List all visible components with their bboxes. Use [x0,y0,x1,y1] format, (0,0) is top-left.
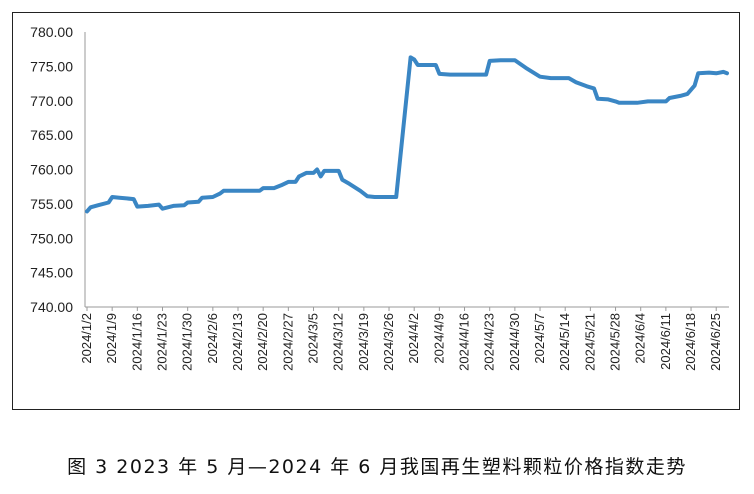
x-tick-label: 2024/4/30 [507,313,522,371]
y-tick-label: 780.00 [30,24,73,40]
x-tick-label: 2024/5/21 [582,313,597,371]
figure-caption: 图 3 2023 年 5 月—2024 年 6 月我国再生塑料颗粒价格指数走势 [67,456,687,478]
series-line [85,55,729,214]
x-tick-label: 2024/5/28 [608,313,623,371]
x-tick-label: 2024/4/16 [457,313,472,371]
x-axis: 2024/1/2 2024/1/9 2024/1/16 2024/1/23 2024/1… [79,306,729,371]
x-tick-label: 2024/2/20 [255,313,270,371]
x-tick-label: 2024/1/16 [129,313,144,371]
y-tick-label: 750.00 [30,230,73,246]
y-tick-label: 745.00 [30,265,73,281]
y-tick-label: 770.00 [30,93,73,109]
x-tick-label: 2024/1/30 [180,313,195,371]
y-axis: 780.00 775.00 770.00 765.00 760.00 755.00 750.… [30,24,86,315]
x-tick-label: 2024/2/27 [280,313,295,371]
x-tick-label: 2024/6/25 [708,313,723,371]
x-tick-label: 2024/4/9 [431,313,446,364]
x-tick-label: 2024/1/9 [104,313,119,364]
x-tick-label: 2024/6/4 [633,313,648,364]
x-tick-label: 2024/5/7 [532,313,547,364]
x-tick-label: 2024/1/2 [79,313,94,364]
x-tick-label: 2024/6/11 [658,313,673,370]
x-tick-label: 2024/5/14 [557,313,572,371]
x-tick-label: 2024/3/12 [331,313,346,371]
x-tick-label: 2024/2/13 [230,313,245,371]
y-tick-label: 755.00 [30,196,73,212]
y-tick-label: 740.00 [30,299,73,315]
x-tick-label: 2024/1/23 [155,313,170,371]
x-tick-label: 2024/3/19 [356,313,371,371]
series-group [85,55,729,214]
y-tick-label: 760.00 [30,162,73,178]
y-tick-label: 765.00 [30,127,73,143]
x-tick-label: 2024/3/5 [306,313,321,364]
y-tick-label: 775.00 [30,58,73,74]
x-tick-label: 2024/3/26 [381,313,396,371]
line-chart: 780.00 775.00 770.00 765.00 760.00 755.00 750.… [30,24,729,371]
x-tick-label: 2024/4/2 [406,313,421,364]
x-tick-label: 2024/6/18 [683,313,698,371]
x-tick-label: 2024/4/23 [482,313,497,371]
x-tick-label: 2024/2/6 [205,313,220,364]
chart-frame: 780.00 775.00 770.00 765.00 760.00 755.00 750.… [12,12,740,410]
